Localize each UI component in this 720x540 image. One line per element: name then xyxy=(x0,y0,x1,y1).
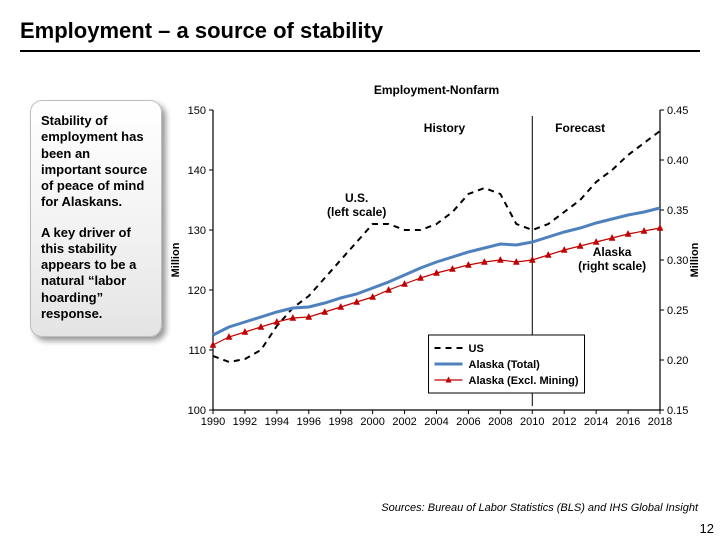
svg-text:2012: 2012 xyxy=(552,416,576,428)
chart-container: Employment-Nonfarm1001101201301401500.15… xyxy=(165,80,700,490)
svg-text:2014: 2014 xyxy=(584,416,608,428)
callout-box: Stability of employment has been an impo… xyxy=(30,100,162,337)
svg-text:U.S.: U.S. xyxy=(345,191,368,205)
svg-text:0.40: 0.40 xyxy=(667,155,688,167)
svg-text:2002: 2002 xyxy=(392,416,416,428)
svg-text:History: History xyxy=(424,121,466,135)
svg-text:Employment-Nonfarm: Employment-Nonfarm xyxy=(374,83,499,97)
svg-text:2016: 2016 xyxy=(616,416,640,428)
svg-text:1998: 1998 xyxy=(328,416,352,428)
svg-text:Million: Million xyxy=(170,242,182,277)
callout-para-2: A key driver of this stability appears t… xyxy=(41,225,151,323)
svg-text:Alaska (Excl. Mining): Alaska (Excl. Mining) xyxy=(469,375,579,387)
svg-text:1992: 1992 xyxy=(233,416,257,428)
svg-text:2008: 2008 xyxy=(488,416,512,428)
page-number: 12 xyxy=(700,521,714,536)
employment-chart: Employment-Nonfarm1001101201301401500.15… xyxy=(165,80,700,460)
svg-text:2004: 2004 xyxy=(424,416,448,428)
svg-text:1990: 1990 xyxy=(201,416,225,428)
svg-text:0.45: 0.45 xyxy=(667,105,688,117)
content-area: Stability of employment has been an impo… xyxy=(30,80,700,490)
svg-text:Forecast: Forecast xyxy=(555,121,605,135)
svg-text:150: 150 xyxy=(188,105,206,117)
svg-text:(right scale): (right scale) xyxy=(578,259,646,273)
svg-text:2018: 2018 xyxy=(648,416,672,428)
page-title: Employment – a source of stability xyxy=(20,18,700,52)
svg-text:2000: 2000 xyxy=(360,416,384,428)
svg-text:Alaska (Total): Alaska (Total) xyxy=(469,359,541,371)
svg-text:140: 140 xyxy=(188,165,206,177)
svg-text:2006: 2006 xyxy=(456,416,480,428)
svg-text:0.20: 0.20 xyxy=(667,355,688,367)
svg-text:US: US xyxy=(469,343,484,355)
svg-text:(left scale): (left scale) xyxy=(327,205,386,219)
sources-text: Sources: Bureau of Labor Statistics (BLS… xyxy=(381,502,698,514)
svg-text:0.30: 0.30 xyxy=(667,255,688,267)
svg-text:1996: 1996 xyxy=(297,416,321,428)
svg-text:1994: 1994 xyxy=(265,416,289,428)
svg-text:Million: Million xyxy=(689,242,700,277)
svg-text:130: 130 xyxy=(188,225,206,237)
callout-para-1: Stability of employment has been an impo… xyxy=(41,113,151,211)
svg-text:2010: 2010 xyxy=(520,416,544,428)
svg-text:0.35: 0.35 xyxy=(667,205,688,217)
svg-text:110: 110 xyxy=(188,345,206,357)
slide: Employment – a source of stability Stabi… xyxy=(0,0,720,540)
svg-text:Alaska: Alaska xyxy=(593,245,632,259)
svg-text:0.25: 0.25 xyxy=(667,305,688,317)
svg-text:120: 120 xyxy=(188,285,206,297)
